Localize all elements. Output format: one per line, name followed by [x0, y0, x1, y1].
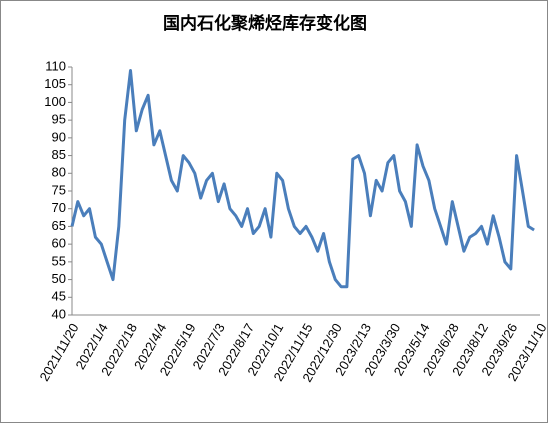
y-tick-label: 75: [52, 182, 66, 197]
y-tick-label: 80: [52, 165, 66, 180]
chart-title: 国内石化聚烯烃库存变化图: [163, 13, 367, 33]
y-tick-label: 95: [52, 112, 66, 127]
y-tick-label: 85: [52, 147, 66, 162]
y-tick-label: 70: [52, 200, 66, 215]
y-tick-label: 90: [52, 129, 66, 144]
line-series: [70, 69, 535, 289]
y-tick-label: 45: [52, 289, 66, 304]
y-tick-label: 110: [45, 58, 66, 73]
y-tick-label: 55: [52, 253, 66, 268]
y-tick-label: 65: [52, 218, 66, 233]
y-tick-label: 100: [44, 94, 66, 109]
y-tick-label: 40: [52, 306, 66, 321]
y-tick-label: 60: [52, 236, 66, 251]
y-tick-label: 105: [44, 76, 66, 91]
y-tick-label: 50: [52, 271, 66, 286]
